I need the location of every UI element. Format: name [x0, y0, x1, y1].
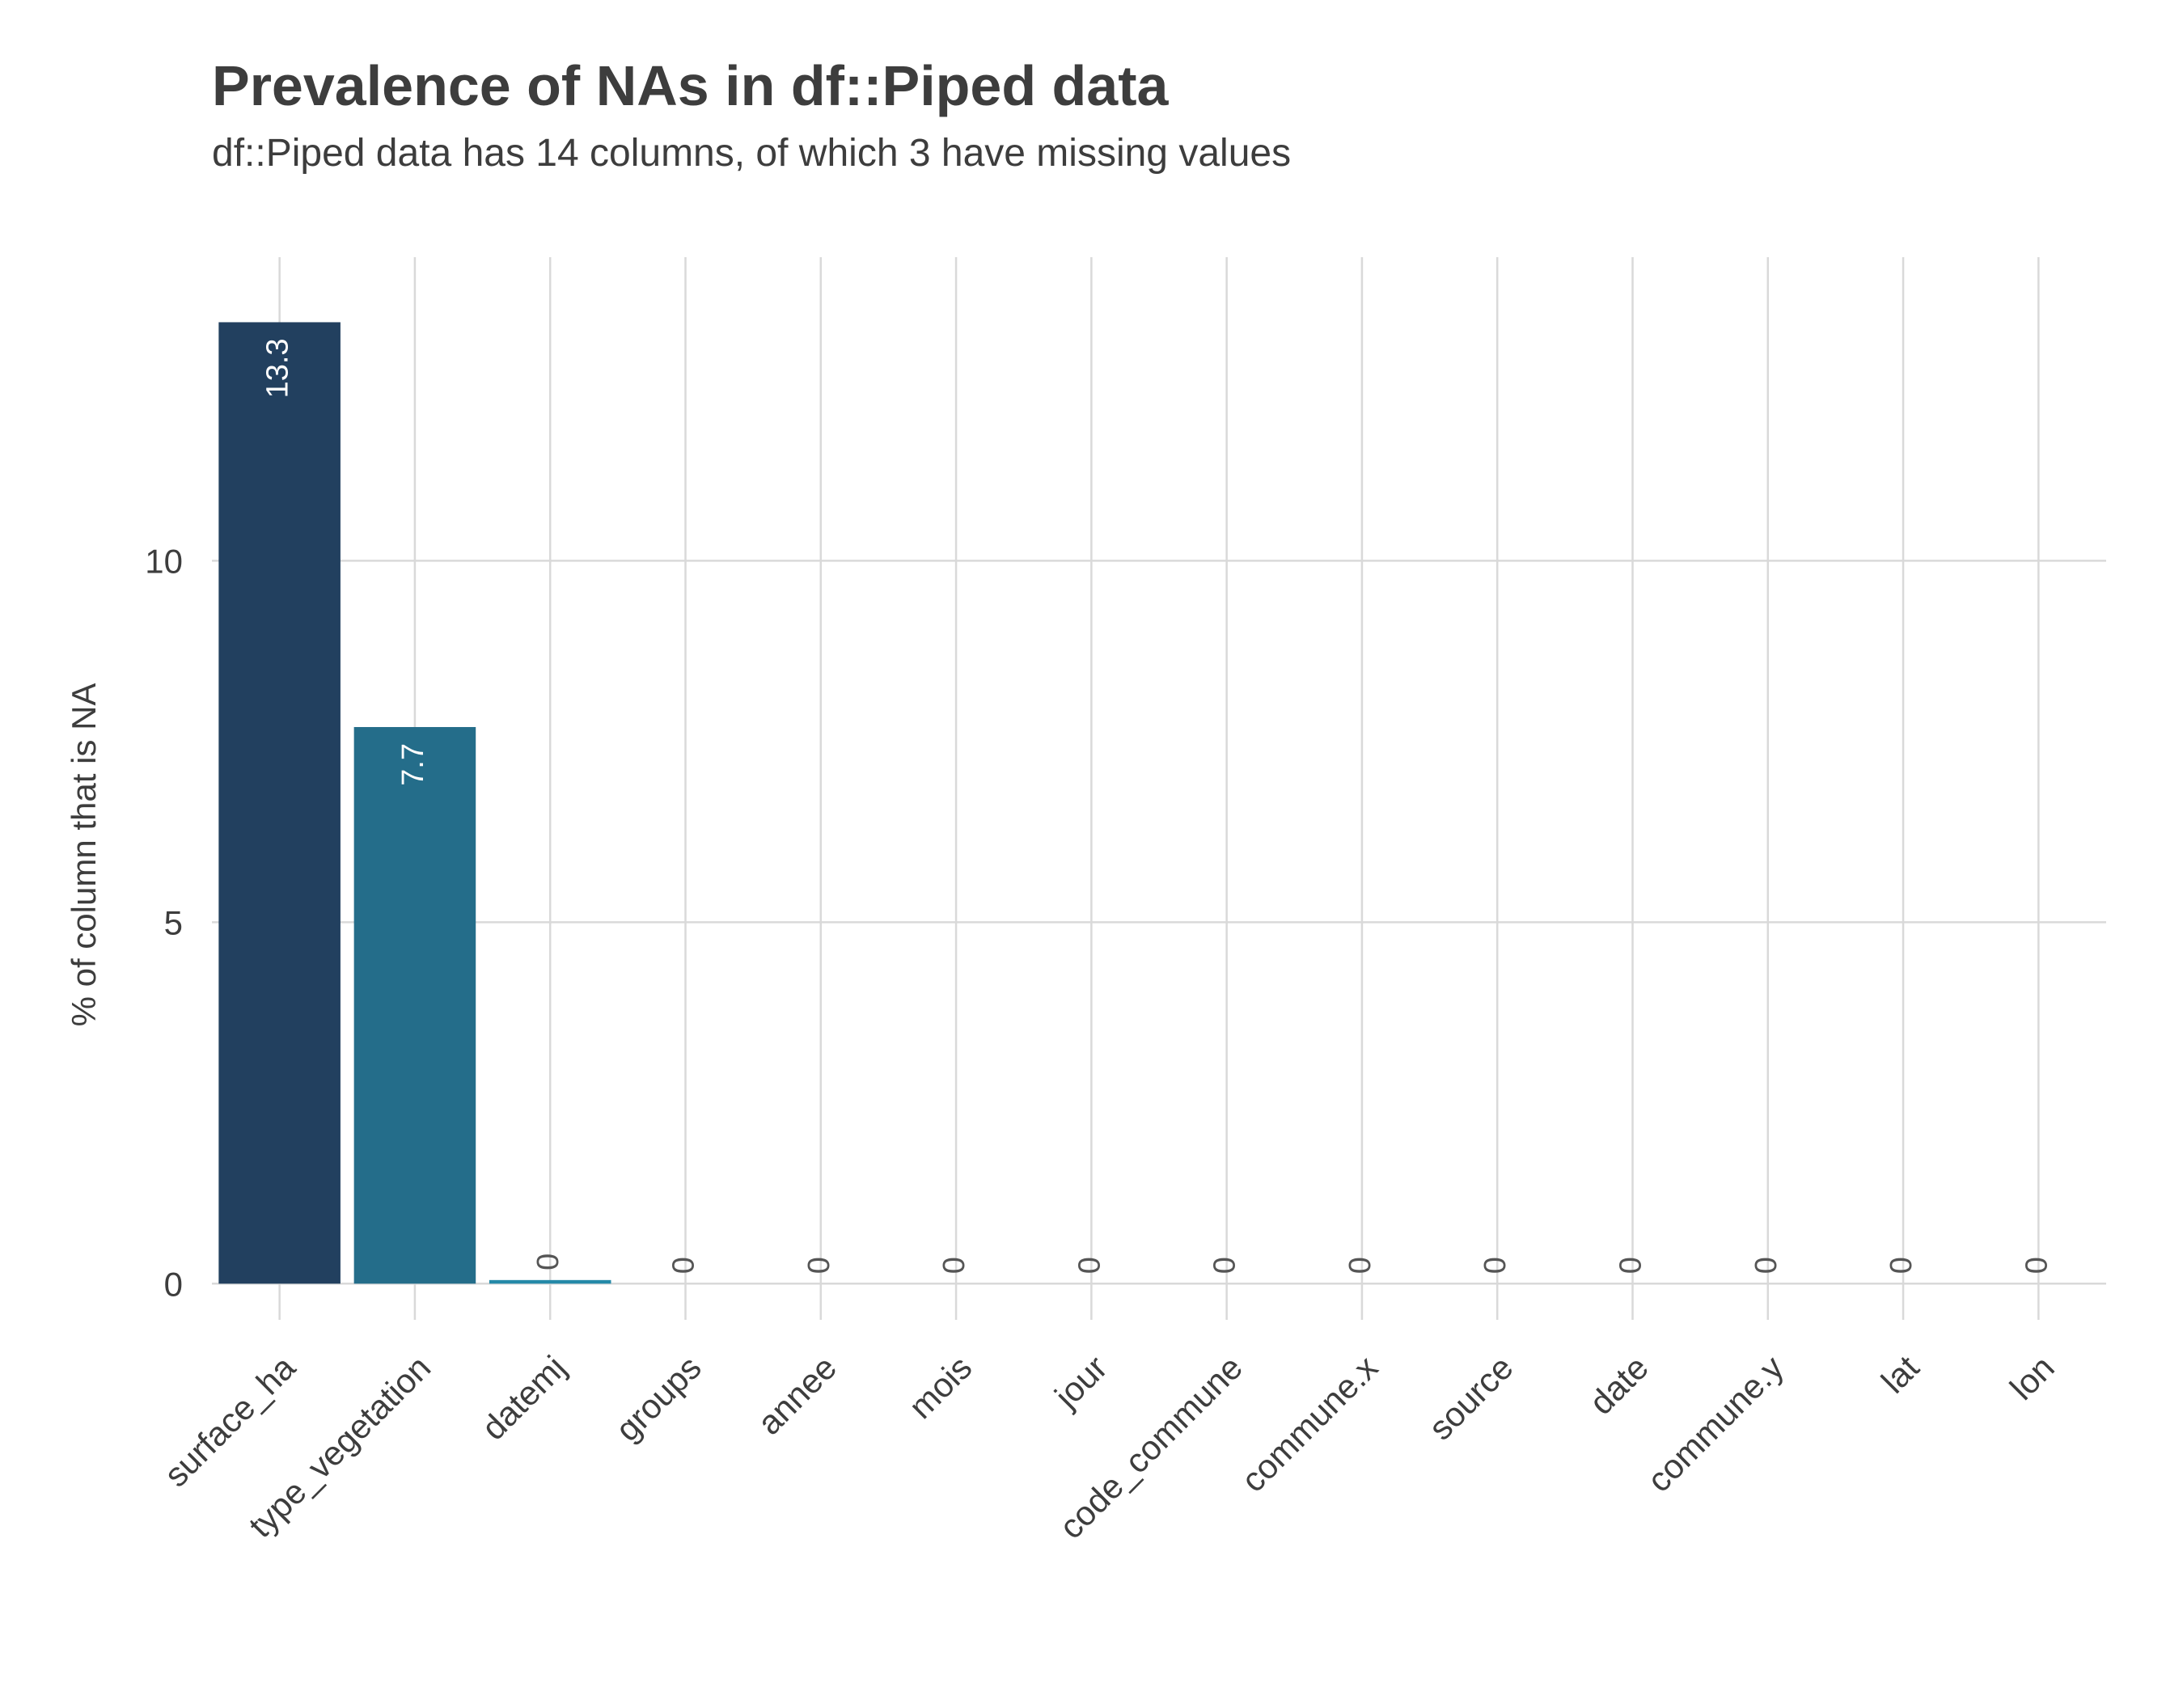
- bar-value-label: 0: [937, 1257, 971, 1274]
- x-tick-label: mois: [901, 1348, 979, 1426]
- bar-datemj: [489, 1279, 611, 1284]
- x-tick-label: surface_ha: [157, 1348, 303, 1494]
- x-tick-label: date: [1582, 1348, 1656, 1422]
- chart-subtitle: df::Piped data has 14 columns, of which …: [212, 132, 1292, 175]
- bar-value-label: 0: [2020, 1257, 2054, 1274]
- bar-value-label: 0: [1614, 1257, 1648, 1274]
- x-tick-label: datemj: [474, 1348, 573, 1447]
- bar-value-label: 0: [667, 1257, 701, 1274]
- bar-value-label: 0: [802, 1257, 836, 1274]
- y-tick-label: 10: [145, 542, 183, 580]
- bar-value-label: 0: [1072, 1257, 1106, 1274]
- y-axis-title: % of column that is NA: [65, 683, 103, 1027]
- x-tick-label: groups: [608, 1348, 709, 1448]
- y-tick-label: 5: [164, 903, 183, 941]
- bar-value-label: 0: [531, 1254, 565, 1270]
- bar-value-label: 13.3: [261, 338, 295, 398]
- bar-value-label: 0: [1479, 1257, 1512, 1274]
- x-tick-label: commune.y: [1639, 1348, 1791, 1499]
- x-tick-label: lat: [1874, 1348, 1927, 1401]
- bar-type_vegetation: [353, 727, 476, 1284]
- chart-title: Prevalence of NAs in df::Piped data: [212, 54, 1169, 117]
- x-tick-label: lon: [2003, 1348, 2062, 1407]
- bar-value-label: 0: [1749, 1257, 1783, 1274]
- x-tick-label: commune.x: [1234, 1348, 1385, 1499]
- x-tick-label: jour: [1047, 1348, 1115, 1416]
- bar-value-label: 0: [1885, 1257, 1919, 1274]
- x-tick-label: annee: [750, 1348, 844, 1442]
- bars: [218, 322, 611, 1284]
- y-tick-label: 0: [164, 1265, 183, 1303]
- bar-value-label: 7.7: [396, 743, 430, 786]
- x-tick-label: source: [1421, 1348, 1520, 1447]
- bar-value-label: 0: [1208, 1257, 1242, 1274]
- gridlines: [212, 257, 2106, 1320]
- bar-value-label: 0: [1343, 1257, 1377, 1274]
- bar-surface_ha: [218, 322, 341, 1284]
- bar-value-labels: 13.3 7.7 0 0 0 0 0 0 0 0 0 0 0 0: [261, 338, 2054, 1274]
